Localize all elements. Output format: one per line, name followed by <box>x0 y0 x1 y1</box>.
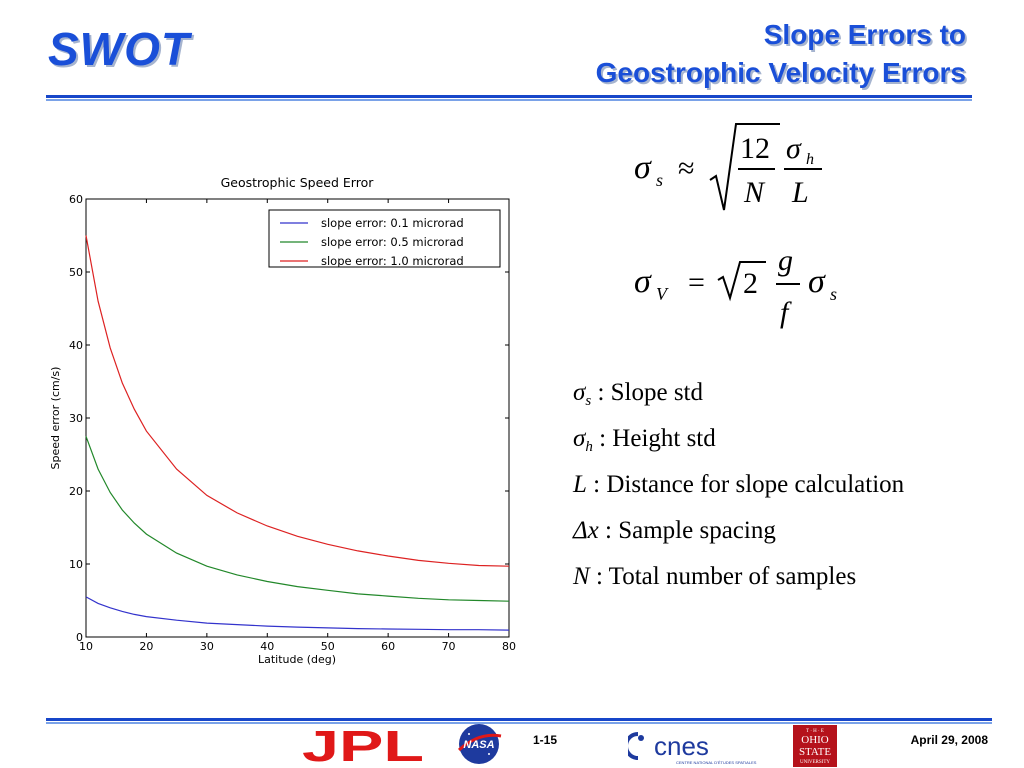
definition-sigma-s: σs : Slope std <box>573 370 904 416</box>
series-line-1 <box>85 596 510 631</box>
slide-title-line-2: Geostrophic Velocity Errors <box>595 57 966 88</box>
x-tick-label: 10 <box>79 640 93 653</box>
x-axis-label: Latitude (deg) <box>258 653 336 666</box>
definition-n: N : Total number of samples <box>573 554 904 600</box>
definition-l: L : Distance for slope calculation <box>573 462 904 508</box>
f1-sub-h: h <box>806 151 814 168</box>
definition-sigma-h: σh : Height std <box>573 416 904 462</box>
f1-sigma-h: σ <box>786 132 802 165</box>
def-subscript: h <box>585 439 593 455</box>
ohio-state-logo: T · H · E OHIO STATE UNIVERSITY <box>793 725 837 767</box>
y-axis-ticks: 0 10 20 30 40 50 60 <box>69 193 509 644</box>
y-tick-label: 60 <box>69 193 83 206</box>
f1-approx: ≈ <box>678 152 694 185</box>
definition-delta-x: Δx : Sample spacing <box>573 508 904 554</box>
def-text: : Sample spacing <box>605 517 776 544</box>
def-symbol: N <box>573 563 590 590</box>
nasa-logo-text: NASA <box>463 739 494 751</box>
def-subscript: s <box>585 393 592 409</box>
legend-box <box>268 209 501 268</box>
osu-line-1: OHIO <box>801 734 829 746</box>
x-tick-label: 40 <box>260 640 274 653</box>
def-symbol: Δx <box>573 517 599 544</box>
y-tick-label: 20 <box>69 485 83 498</box>
x-tick-label: 80 <box>502 640 516 653</box>
f1-sigma: σ <box>634 149 652 186</box>
def-text: : Slope std <box>597 379 704 406</box>
def-text: : Height std <box>599 425 716 452</box>
slide-title-line-1: Slope Errors to <box>763 19 966 50</box>
osu-line-3: UNIVERSITY <box>800 760 830 765</box>
y-tick-label: 40 <box>69 339 83 352</box>
f2-sqrt-sign <box>717 261 766 302</box>
jpl-logo: JPL <box>302 726 424 764</box>
velocity-error-formula: σ V = 2 g f σ s <box>634 244 837 329</box>
cnes-logo-text: cnes <box>654 731 709 761</box>
series-line-3 <box>85 235 510 567</box>
f1-sqrt-sign <box>709 123 780 211</box>
f2-two: 2 <box>743 267 758 300</box>
f2-g: g <box>778 244 793 277</box>
f2-sigma-s: σ <box>808 263 826 300</box>
x-tick-label: 70 <box>442 640 456 653</box>
footer-rule <box>46 718 992 721</box>
f1-den-N: N <box>743 176 766 209</box>
x-tick-label: 20 <box>139 640 153 653</box>
y-axis-label: Speed error (cm/s) <box>49 367 62 470</box>
series-lines <box>85 235 510 631</box>
f2-sub-s: s <box>830 284 837 304</box>
x-tick-label: 50 <box>321 640 335 653</box>
f2-equals: = <box>688 266 705 299</box>
f2-sub-v: V <box>656 284 669 304</box>
def-symbol: L <box>573 471 587 498</box>
cnes-logo: cnes CENTRE NATIONAL D'ÉTUDES SPATIALES <box>628 731 757 765</box>
header-rule <box>46 95 972 98</box>
f1-den-L: L <box>791 176 809 209</box>
legend: slope error: 0.1 microrad slope error: 0.… <box>268 209 501 268</box>
slope-error-formula: σ s ≈ 12 N σ h L <box>634 123 822 211</box>
def-symbol: σ <box>573 425 586 452</box>
f1-sub-s: s <box>656 170 663 190</box>
y-tick-label: 0 <box>76 631 83 644</box>
slide-title: Slope Errors to Geostrophic Velocity Err… <box>596 16 966 92</box>
header-rule-shadow <box>46 99 972 101</box>
geostrophic-speed-error-chart: Geostrophic Speed Error 10 20 30 40 50 60 70 80… <box>49 175 516 666</box>
y-tick-label: 30 <box>69 412 83 425</box>
x-axis-ticks: 10 20 30 40 50 60 70 80 <box>79 199 516 653</box>
f2-sigma: σ <box>634 263 652 300</box>
series-line-2 <box>85 436 510 602</box>
legend-label-3: slope error: 1.0 microrad <box>321 254 464 268</box>
osu-the: T · H · E <box>806 729 824 734</box>
def-symbol: σ <box>573 379 586 406</box>
def-text: : Distance for slope calculation <box>593 471 905 498</box>
footer-rule-shadow <box>46 722 992 724</box>
chart-title: Geostrophic Speed Error <box>221 175 375 190</box>
legend-items: slope error: 0.1 microrad slope error: 0.… <box>280 216 464 268</box>
f1-num-12: 12 <box>740 132 770 165</box>
f2-f: f <box>780 296 792 329</box>
symbol-definitions: σs : Slope std σh : Height std L : Dista… <box>573 370 904 600</box>
page-number: 1-15 <box>533 733 558 747</box>
x-tick-label: 30 <box>200 640 214 653</box>
swot-logo-text: SWOT <box>48 23 190 75</box>
osu-line-2: STATE <box>799 746 831 758</box>
def-text: : Total number of samples <box>595 563 857 590</box>
nasa-logo: NASA <box>457 724 502 764</box>
x-tick-label: 60 <box>381 640 395 653</box>
cnes-tagline: CENTRE NATIONAL D'ÉTUDES SPATIALES <box>676 760 757 765</box>
y-tick-label: 10 <box>69 558 83 571</box>
legend-label-2: slope error: 0.5 microrad <box>321 235 464 249</box>
presentation-date: April 29, 2008 <box>910 733 988 747</box>
legend-label-1: slope error: 0.1 microrad <box>321 216 464 230</box>
jpl-logo-text: JPL <box>302 726 424 764</box>
y-tick-label: 50 <box>69 266 83 279</box>
